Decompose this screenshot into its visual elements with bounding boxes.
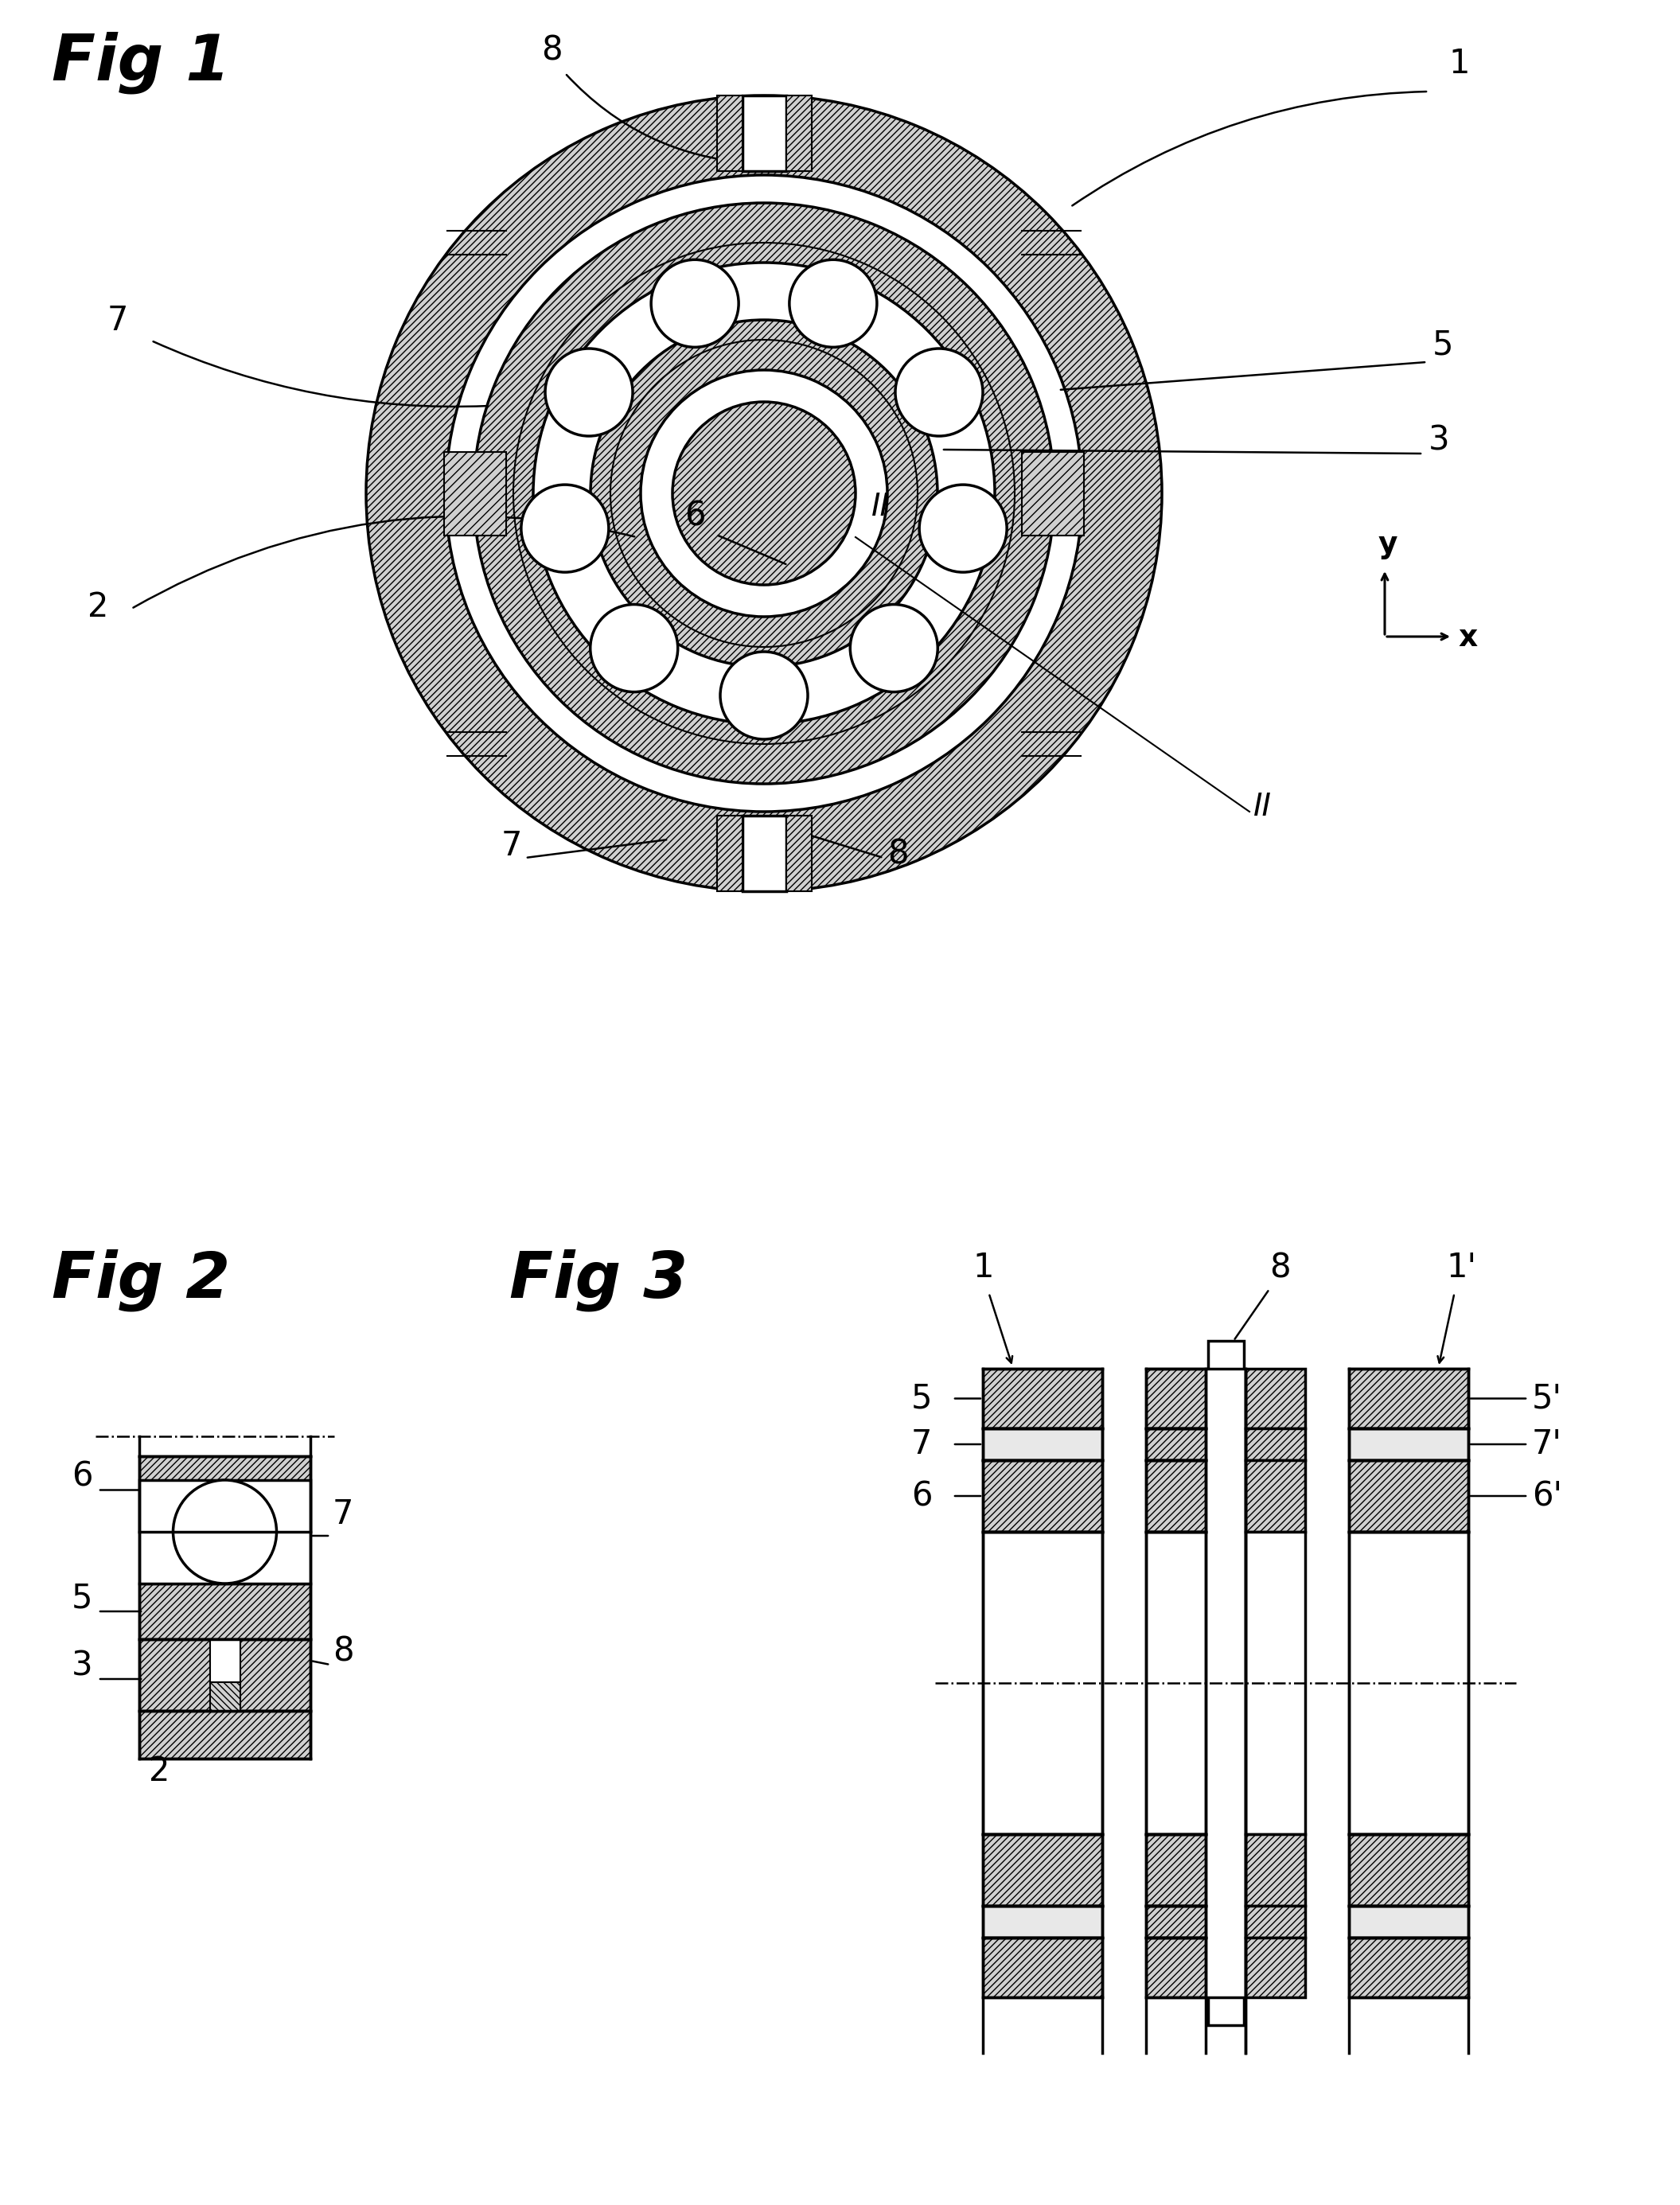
Text: 3: 3	[1428, 423, 1450, 456]
Text: 7': 7'	[1532, 1427, 1562, 1462]
Text: 6: 6	[911, 1480, 932, 1513]
Bar	[983, 1532, 1102, 1835]
Bar	[786, 95, 811, 172]
Bar	[717, 816, 743, 891]
Bar	[139, 1480, 311, 1583]
Bar	[139, 1455, 311, 1532]
Bar	[743, 95, 786, 172]
Text: 6': 6'	[1532, 1480, 1562, 1513]
Bar	[1349, 1938, 1468, 1998]
Text: 7: 7	[333, 1497, 354, 1530]
Text: 8: 8	[1270, 1250, 1290, 1283]
Bar	[983, 1369, 1102, 1429]
Text: 6: 6	[72, 1460, 92, 1493]
Bar	[1349, 1369, 1468, 1429]
Text: 8: 8	[333, 1634, 354, 1667]
Text: 7: 7	[501, 829, 522, 862]
Bar	[210, 1682, 240, 1711]
Bar	[139, 1638, 311, 1711]
Bar	[1146, 1429, 1206, 1460]
Bar	[983, 1460, 1102, 1532]
Bar	[210, 1638, 240, 1682]
Bar	[1146, 1369, 1206, 1429]
Text: 7: 7	[911, 1427, 932, 1462]
Bar	[1245, 1905, 1305, 1938]
Circle shape	[546, 348, 633, 437]
Text: II: II	[1253, 792, 1272, 822]
Text: x: x	[1458, 624, 1477, 653]
Circle shape	[672, 401, 855, 584]
Text: 2: 2	[87, 591, 109, 624]
Text: Fig 1: Fig 1	[52, 31, 230, 93]
Circle shape	[590, 604, 677, 692]
Bar	[1349, 1905, 1468, 1938]
Bar	[1349, 1429, 1468, 1460]
Bar	[1245, 1835, 1305, 1905]
Circle shape	[521, 485, 608, 573]
Text: 5: 5	[1433, 329, 1453, 362]
Text: II: II	[872, 492, 890, 523]
Bar	[983, 1905, 1102, 1938]
Text: y: y	[1378, 531, 1398, 560]
Bar	[1146, 1835, 1206, 1905]
Text: 7: 7	[108, 304, 128, 337]
Text: Fig 3: Fig 3	[509, 1248, 687, 1312]
Text: 6: 6	[684, 498, 706, 531]
Text: 3: 3	[72, 1649, 92, 1682]
Bar	[1146, 1938, 1206, 1998]
Bar	[139, 1711, 311, 1760]
Bar	[444, 452, 506, 536]
Circle shape	[721, 653, 808, 739]
Text: 8: 8	[887, 838, 909, 871]
Circle shape	[652, 260, 739, 346]
Circle shape	[895, 348, 983, 437]
Text: 1: 1	[1448, 46, 1470, 79]
Bar	[1146, 1460, 1206, 1532]
Bar	[983, 1938, 1102, 1998]
Text: 8: 8	[541, 33, 563, 66]
Bar	[983, 1835, 1102, 1905]
Bar	[1208, 1998, 1243, 2024]
Circle shape	[790, 260, 877, 346]
Bar	[1245, 1369, 1305, 1429]
Bar	[1245, 1460, 1305, 1532]
Bar	[1245, 1938, 1305, 1998]
Text: 5': 5'	[1532, 1383, 1562, 1416]
Bar	[1208, 1341, 1243, 1369]
Bar	[1146, 1905, 1206, 1938]
Bar	[1349, 1835, 1468, 1905]
Text: Fig 2: Fig 2	[52, 1248, 230, 1312]
Circle shape	[919, 485, 1006, 573]
Bar	[983, 1429, 1102, 1460]
Bar	[1349, 1460, 1468, 1532]
Text: 1: 1	[973, 1250, 995, 1283]
Bar	[1349, 1532, 1468, 1835]
Text: 1': 1'	[1446, 1250, 1477, 1283]
Bar	[1245, 1429, 1305, 1460]
Circle shape	[850, 604, 937, 692]
Bar	[1245, 1532, 1305, 1835]
Text: 5: 5	[911, 1383, 932, 1416]
Bar	[1146, 1532, 1206, 1835]
Bar	[717, 95, 743, 172]
Text: 5: 5	[72, 1581, 92, 1614]
Circle shape	[173, 1480, 277, 1583]
Bar	[743, 816, 786, 891]
Bar	[139, 1583, 311, 1638]
Text: 2: 2	[150, 1755, 170, 1788]
Bar	[786, 816, 811, 891]
Bar	[1021, 452, 1084, 536]
